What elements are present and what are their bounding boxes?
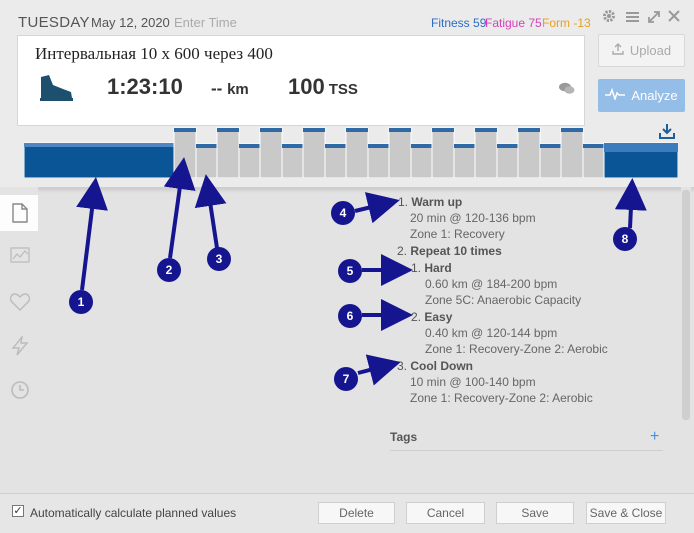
sidebar-tab-details[interactable]: [0, 195, 38, 231]
upload-button[interactable]: Upload: [598, 34, 685, 67]
chart-bar-hard-target-cap: [432, 128, 454, 132]
chart-bar-hard-target-cap: [217, 128, 239, 132]
chart-bar-easy-target-cap: [454, 144, 475, 148]
step-cooldown-zone: Zone 1: Recovery-Zone 2: Aerobic: [410, 391, 593, 405]
analyze-button[interactable]: Analyze: [598, 79, 685, 112]
form-label: Form: [542, 16, 570, 30]
download-icon[interactable]: [659, 123, 675, 144]
save-close-button[interactable]: Save & Close: [586, 502, 666, 524]
tags-divider: [390, 450, 663, 451]
date-label[interactable]: May 12, 2020: [91, 15, 170, 30]
chart-bar-easy-target-cap: [282, 144, 303, 148]
chart-bar-hard-target-cap: [303, 128, 325, 132]
fatigue-label: Fatigue: [485, 16, 526, 30]
step-easy-detail: 0.40 km @ 120-144 bpm: [425, 326, 558, 340]
chart-bar-easy-target-cap: [583, 144, 604, 148]
cancel-button[interactable]: Cancel: [406, 502, 485, 524]
save-button[interactable]: Save: [496, 502, 574, 524]
fitness-metric: Fitness 59: [431, 16, 486, 30]
arrow-1: [76, 177, 108, 291]
chart-bar-hard-target-cap: [260, 128, 282, 132]
step-easy: 2. Easy: [411, 310, 453, 324]
step-easy-zone: Zone 1: Recovery-Zone 2: Aerobic: [425, 342, 608, 356]
fitness-label: Fitness: [431, 16, 470, 30]
workout-summary-card: Интервальная 10 х 600 через 400 1:23:10 …: [17, 35, 585, 126]
distance-value[interactable]: -- km: [211, 79, 249, 98]
chart-bar-easy-target-cap: [411, 144, 432, 148]
annotation-marker-6: 6: [338, 304, 362, 328]
menu-icon[interactable]: [626, 10, 639, 28]
auto-calc-label[interactable]: Automatically calculate planned values: [30, 506, 237, 520]
workout-structure-chart[interactable]: [24, 122, 678, 178]
delete-button[interactable]: Delete: [318, 502, 395, 524]
chart-bar-hard-target-cap: [389, 128, 411, 132]
annotation-marker-2: 2: [157, 258, 181, 282]
step-hard-detail: 0.60 km @ 184-200 bpm: [425, 277, 558, 291]
chart-bar-easy-target-cap: [368, 144, 389, 148]
step-warmup-detail: 20 min @ 120-136 bpm: [410, 211, 536, 225]
form-value: -13: [573, 16, 591, 30]
chart-bar-warmup-target-cap: [24, 143, 174, 147]
step-cooldown: 3. Cool Down: [397, 359, 474, 373]
clock-icon[interactable]: [10, 380, 30, 405]
annotation-marker-8: 8: [613, 227, 637, 251]
annotation-marker-4: 4: [331, 201, 355, 225]
arrow-7: [357, 354, 401, 386]
chart-bar-hard-target-cap: [561, 128, 583, 132]
gear-icon[interactable]: [602, 9, 616, 28]
scrollbar-thumb[interactable]: [682, 190, 690, 420]
close-icon[interactable]: [668, 9, 680, 27]
fatigue-metric: Fatigue 75: [485, 16, 542, 30]
chart-bar-hard-target-cap: [475, 128, 497, 132]
arrow-3: [194, 174, 227, 249]
chart-bar-hard-target-cap: [346, 128, 368, 132]
arrow-2: [163, 157, 196, 259]
add-tag-button[interactable]: +: [650, 428, 660, 445]
form-metric: Form -13: [542, 16, 591, 30]
chart-bar-easy-target-cap: [497, 144, 518, 148]
auto-calc-checkbox[interactable]: ✓: [12, 505, 24, 517]
chart-bar-easy-target-cap: [325, 144, 346, 148]
step-cooldown-detail: 10 min @ 100-140 bpm: [410, 375, 536, 389]
tss-value[interactable]: 100 TSS: [288, 74, 358, 99]
step-warmup: 1. Warm up: [398, 195, 463, 209]
lightning-icon[interactable]: [10, 334, 30, 361]
workout-title[interactable]: Интервальная 10 х 600 через 400: [35, 44, 273, 63]
time-input[interactable]: Enter Time: [174, 15, 237, 30]
chart-bar-hard-target-cap: [518, 128, 540, 132]
annotation-marker-5: 5: [338, 259, 362, 283]
chart-bar-easy-target-cap: [239, 144, 260, 148]
day-label: TUESDAY: [18, 14, 90, 31]
chart-bar-cooldown-target-cap: [604, 143, 678, 152]
document-icon: [12, 203, 28, 223]
chart-icon[interactable]: [10, 247, 30, 268]
chart-bar-easy-target-cap: [196, 144, 217, 148]
duration-value[interactable]: 1:23:10: [107, 74, 183, 99]
annotation-marker-7: 7: [334, 367, 358, 391]
fatigue-value: 75: [528, 16, 542, 30]
heart-icon[interactable]: [9, 293, 31, 316]
step-repeat: 2. Repeat 10 times: [397, 244, 502, 258]
pulse-icon: [605, 87, 626, 103]
upload-icon: [612, 43, 624, 58]
chart-bar-hard-target-cap: [174, 128, 196, 132]
comments-icon[interactable]: [559, 82, 575, 100]
tags-label: Tags: [390, 430, 418, 444]
arrow-8: [614, 178, 647, 229]
arrow-4: [354, 192, 400, 224]
annotation-marker-1: 1: [69, 290, 93, 314]
running-shoe-icon: [37, 73, 75, 108]
fitness-value: 59: [473, 16, 487, 30]
step-warmup-zone: Zone 1: Recovery: [410, 227, 505, 241]
step-hard: 1. Hard: [411, 261, 452, 275]
chart-bar-easy-target-cap: [540, 144, 561, 148]
annotation-marker-3: 3: [207, 247, 231, 271]
step-hard-zone: Zone 5C: Anaerobic Capacity: [425, 293, 582, 307]
expand-icon[interactable]: [648, 10, 660, 28]
